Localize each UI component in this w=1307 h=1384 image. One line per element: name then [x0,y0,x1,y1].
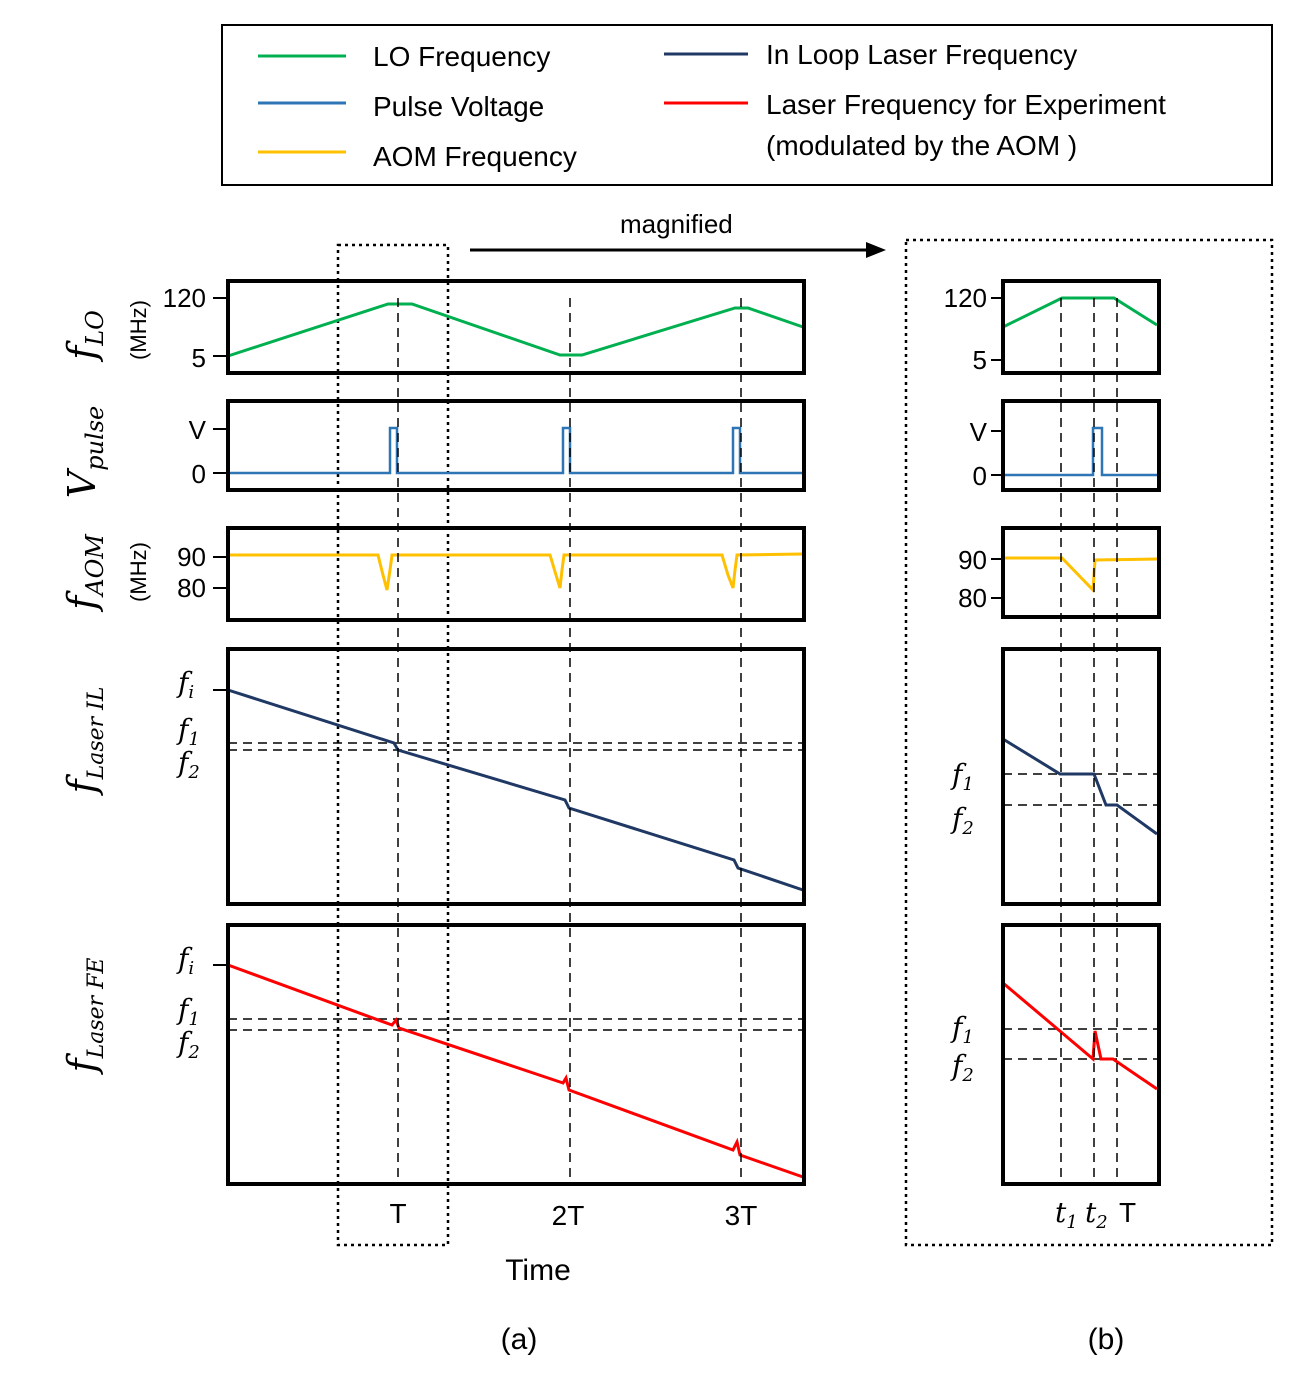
legend-label-experiment-line2: (modulated by the AOM ) [766,130,1077,161]
aom-frequency-trace-magnified [1003,556,1158,594]
faom-unit: (MHz) [126,542,151,602]
flaser-fe-subscript: Laser FE [84,958,109,1060]
legend: LO Frequency Pulse Voltage AOM Frequency… [221,24,1273,186]
vpulse-frame [226,399,806,492]
flaser-fe-panel-a [213,923,806,1186]
svg-text:fAOM: fAOM [60,533,109,613]
flo-tick-label-120: 120 [163,283,206,313]
faom-tick-label-90-b: 90 [958,545,987,575]
time-tick-t: T [389,1198,406,1229]
flo-tick-label-5: 5 [192,343,206,373]
flo-frame-b [1001,279,1161,375]
svg-text:fLaser FE: fLaser FE [60,958,109,1076]
in-loop-laser-frequency-trace-magnified [1002,737,1158,836]
faom-frame-b [1001,526,1161,619]
flo-tick-label-5-b: 5 [973,345,987,375]
time-tick-t2: t2 [1085,1196,1108,1233]
flaser-fe-frame-b [1001,923,1161,1186]
faom-subscript: AOM [81,533,109,598]
fil-tick-label-f2-b: f2 [950,802,974,839]
pulse-voltage-trace-magnified [1003,426,1157,477]
flo-y-label: fLO [60,310,109,363]
flaser-il-subscript: Laser IL [84,687,109,781]
aom-frequency-trace [228,552,804,591]
flaser-fe-y-label: fLaser FE [60,958,109,1076]
in-loop-laser-frequency-trace [227,688,804,892]
lo-frequency-trace-magnified [1002,296,1158,329]
faom-panel-a [213,526,806,622]
vpulse-tick-label-v: V [189,415,207,445]
flaser-fe-panel-b [1001,923,1161,1186]
x-axis-label: Time [505,1254,571,1287]
svg-text:fLaser IL: fLaser IL [60,687,109,797]
time-tick-2t: 2T [552,1200,585,1231]
flo-panel-a [213,279,806,375]
vpulse-y-label: Vpulse [60,406,109,498]
flo-subscript: LO [81,310,109,347]
ffe-tick-label-f2-b: f2 [950,1049,974,1086]
ffe-tick-label-f2: f2 [176,1026,200,1063]
lo-frequency-trace [227,302,804,358]
flo-tick-label-120-b: 120 [944,283,987,313]
experiment-laser-frequency-trace-magnified [1002,981,1158,1091]
flaser-il-panel-a [213,647,806,906]
ffe-tick-label-fi: fi [176,942,194,979]
panel-a [213,279,806,1186]
highlight-period-box [336,243,450,1247]
vpulse-tick-label-v-b: V [970,417,988,447]
magnified-label: magnified [620,209,733,239]
fil-tick-label-fi: fi [176,666,194,703]
faom-tick-label-80: 80 [177,573,206,603]
vpulse-panel-b [991,399,1161,492]
fil-tick-label-f1: f1 [176,713,200,750]
faom-tick-label-80-b: 80 [958,583,987,613]
faom-panel-b [991,526,1161,619]
legend-label-aom: AOM Frequency [373,141,577,172]
flaser-il-y-label: fLaser IL [60,687,109,797]
faom-frame [226,526,806,622]
svg-text:Vpulse: Vpulse [60,406,109,498]
vpulse-tick-label-0-b: 0 [973,461,987,491]
caption-b: (b) [1088,1323,1125,1356]
vpulse-symbol: V [60,467,104,498]
ffe-tick-label-f1-b: f1 [950,1011,974,1048]
caption-a: (a) [501,1323,538,1356]
vpulse-subscript: pulse [81,406,109,471]
vpulse-frame-b [1001,399,1161,492]
legend-label-inloop: In Loop Laser Frequency [766,39,1077,70]
faom-tick-label-90: 90 [177,542,206,572]
experiment-laser-frequency-trace [227,963,804,1179]
flo-panel-b [991,279,1161,375]
time-tick-T-b: T [1119,1197,1136,1228]
magnified-view-box [904,238,1274,1247]
fil-tick-label-f2: f2 [176,746,200,783]
time-tick-t1: t1 [1055,1196,1078,1233]
legend-box [221,24,1273,186]
flo-frame [226,279,806,375]
faom-y-label: fAOM [60,533,109,613]
flaser-il-frame-b [1001,647,1161,906]
legend-label-pulse: Pulse Voltage [373,91,544,122]
time-tick-3t: 3T [725,1200,758,1231]
fil-tick-label-f1-b: f1 [950,758,974,795]
vpulse-panel-a [213,399,806,492]
legend-label-experiment: Laser Frequency for Experiment [766,89,1166,120]
pulse-voltage-trace [228,426,803,475]
flaser-il-frame [226,647,806,906]
svg-text:fLO: fLO [60,310,109,363]
flaser-fe-frame [226,923,806,1186]
flaser-il-panel-b [1001,647,1161,906]
vpulse-tick-label-0: 0 [192,459,206,489]
ffe-tick-label-f1: f1 [176,993,200,1030]
legend-label-lo: LO Frequency [373,41,550,72]
flo-unit: (MHz) [126,300,151,360]
panel-b [991,279,1161,1186]
magnified-arrow-head [866,242,886,258]
